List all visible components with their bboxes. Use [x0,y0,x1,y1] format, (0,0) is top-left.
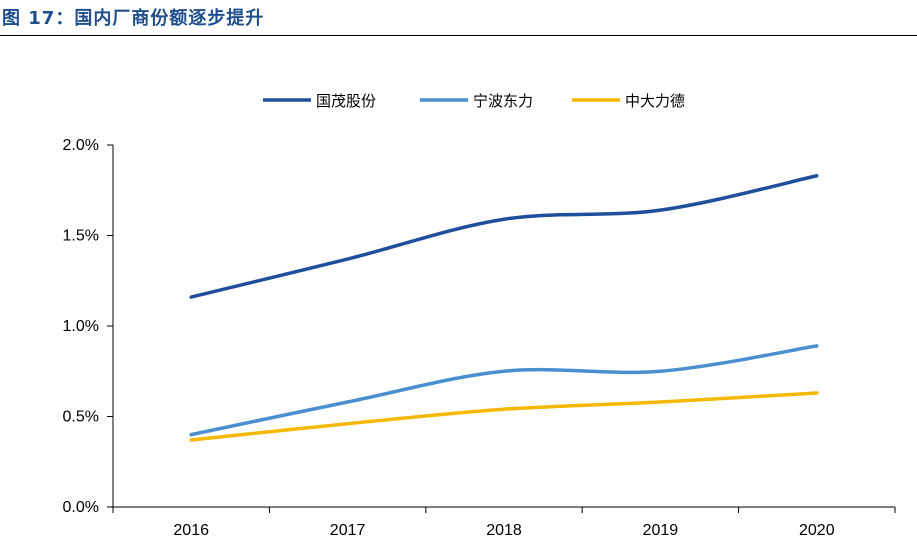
y-tick-label: 1.0% [63,318,99,335]
figure-title: 图 17：国内厂商份额逐步提升 [2,8,265,29]
legend-label: 宁波东力 [473,92,533,110]
chart-series [189,174,819,442]
x-tick-label: 2020 [799,522,835,539]
series-line-1 [189,174,819,299]
series-line-3 [189,391,819,442]
title-divider [0,35,917,36]
x-tick-label: 2018 [486,522,522,539]
series-line-2 [189,344,819,437]
legend-label: 国茂股份 [316,92,376,110]
x-tick-label: 2017 [330,522,366,539]
y-tick-label: 2.0% [63,137,99,154]
x-tick-label: 2019 [643,522,679,539]
x-tick-label: 2016 [173,522,209,539]
legend-label: 中大力德 [625,92,685,110]
y-tick-label: 0.0% [63,499,99,516]
chart-axes: 0.0% 0.5% 1.0% 1.5% 2.0% 2016 2017 2018 2019 2020 [63,137,896,539]
y-tick-label: 0.5% [63,409,99,426]
y-tick-label: 1.5% [63,228,99,245]
chart-legend: 国茂股份 宁波东力 中大力德 [263,92,685,110]
